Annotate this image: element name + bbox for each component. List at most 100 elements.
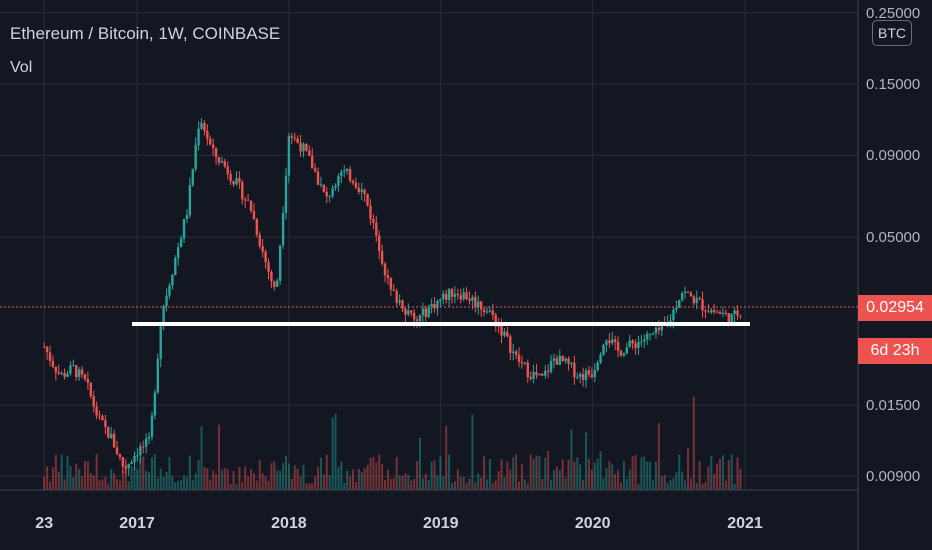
candle-body xyxy=(532,371,535,379)
candle-body xyxy=(456,293,460,296)
candle-body xyxy=(185,215,189,220)
candle-body xyxy=(558,355,562,365)
candle-body xyxy=(398,300,401,303)
volume-bar xyxy=(282,462,285,490)
time-tick-label: 2017 xyxy=(119,515,155,532)
candle-body xyxy=(634,343,637,349)
candle-body xyxy=(526,362,529,377)
currency-button[interactable]: BTC xyxy=(872,20,912,46)
volume-bar xyxy=(401,475,404,490)
candle-body xyxy=(392,289,395,291)
candle-body xyxy=(383,263,387,276)
volume-bar xyxy=(617,469,620,490)
candle-body xyxy=(462,292,465,300)
countdown-tag: 6d 23h xyxy=(858,338,932,364)
volume-bar xyxy=(46,466,49,490)
volume-bar xyxy=(305,483,308,490)
volume-bar xyxy=(567,459,570,490)
volume-bar xyxy=(130,465,133,490)
volume-bar xyxy=(264,476,267,490)
volume-bar xyxy=(194,473,197,490)
volume-bar xyxy=(392,477,395,490)
candle-body xyxy=(305,143,308,151)
candle-body xyxy=(72,365,75,367)
candle-body xyxy=(200,122,203,129)
volume-bar xyxy=(308,483,311,490)
symbol-title: Ethereum / Bitcoin, 1W, COINBASE xyxy=(10,24,281,43)
volume-bar xyxy=(628,469,631,490)
candle-body xyxy=(334,185,337,189)
volume-bar xyxy=(669,479,672,490)
candle-body xyxy=(45,346,49,353)
volume-bar xyxy=(625,478,628,490)
volume-bar xyxy=(643,456,646,490)
volume-bar xyxy=(54,454,57,490)
candle-body xyxy=(593,370,596,377)
candle-body xyxy=(179,238,183,248)
candle-body xyxy=(171,275,174,286)
candle-body xyxy=(651,333,655,335)
candle-body xyxy=(156,358,160,393)
candle-body xyxy=(544,370,547,376)
volume-bar xyxy=(314,476,317,490)
volume-bar xyxy=(343,482,346,490)
volume-bar xyxy=(279,470,282,490)
volume-bar xyxy=(416,461,419,490)
volume-bar xyxy=(424,473,427,490)
volume-bar xyxy=(177,480,180,490)
volume-bar xyxy=(701,483,704,490)
candle-body xyxy=(48,352,52,361)
volume-bar xyxy=(713,473,716,490)
volume-bar xyxy=(407,474,410,490)
volume-bar xyxy=(518,481,521,490)
candle-body xyxy=(130,462,133,465)
candle-body xyxy=(535,371,538,376)
price-axis[interactable]: 0.25000 0.15000 0.09000 0.05000 0.01500 0.009… xyxy=(866,5,920,485)
candle-body xyxy=(672,309,675,321)
candle-body xyxy=(325,191,328,197)
volume-bar xyxy=(576,457,579,490)
volume-bar xyxy=(666,483,669,490)
volume-bar xyxy=(689,477,692,490)
candle-body xyxy=(139,446,142,456)
candle-body xyxy=(445,293,448,301)
volume-bar xyxy=(369,457,372,490)
candle-body xyxy=(602,344,605,355)
candle-body xyxy=(619,350,623,356)
volume-bar xyxy=(418,437,421,490)
candle-body xyxy=(63,372,66,377)
candle-body xyxy=(605,340,608,345)
candle-body xyxy=(596,362,599,371)
time-axis[interactable]: 23 2017 2018 2019 2020 2021 xyxy=(35,515,763,532)
volume-bar xyxy=(474,482,477,490)
candle-body xyxy=(698,298,701,300)
candle-body xyxy=(683,291,687,294)
volume-bar xyxy=(389,479,392,490)
volume-bar xyxy=(468,478,471,490)
volume-bar xyxy=(328,475,331,490)
volume-bar xyxy=(293,465,296,490)
candle-body xyxy=(576,376,579,378)
candle-body xyxy=(217,157,221,163)
volume-bar xyxy=(346,470,349,490)
volume-bar xyxy=(244,466,247,490)
volume-bar xyxy=(590,469,593,490)
volume-bar xyxy=(619,482,622,490)
volume-bar xyxy=(646,461,649,490)
volume-bar xyxy=(165,472,168,490)
volume-bar xyxy=(657,423,660,490)
candle-body xyxy=(328,196,331,198)
volume-bar xyxy=(180,480,183,490)
chart-pane xyxy=(0,0,858,490)
volume-bar xyxy=(247,476,250,490)
volume-bar xyxy=(552,470,555,490)
candle-body xyxy=(174,258,177,276)
volume-bar xyxy=(622,460,625,490)
volume-bar xyxy=(188,455,191,490)
candle-body xyxy=(182,219,186,239)
volume-bar xyxy=(75,463,78,490)
candle-body xyxy=(147,436,151,439)
time-tick-label: 2018 xyxy=(271,515,307,532)
volume-bar xyxy=(150,457,153,490)
